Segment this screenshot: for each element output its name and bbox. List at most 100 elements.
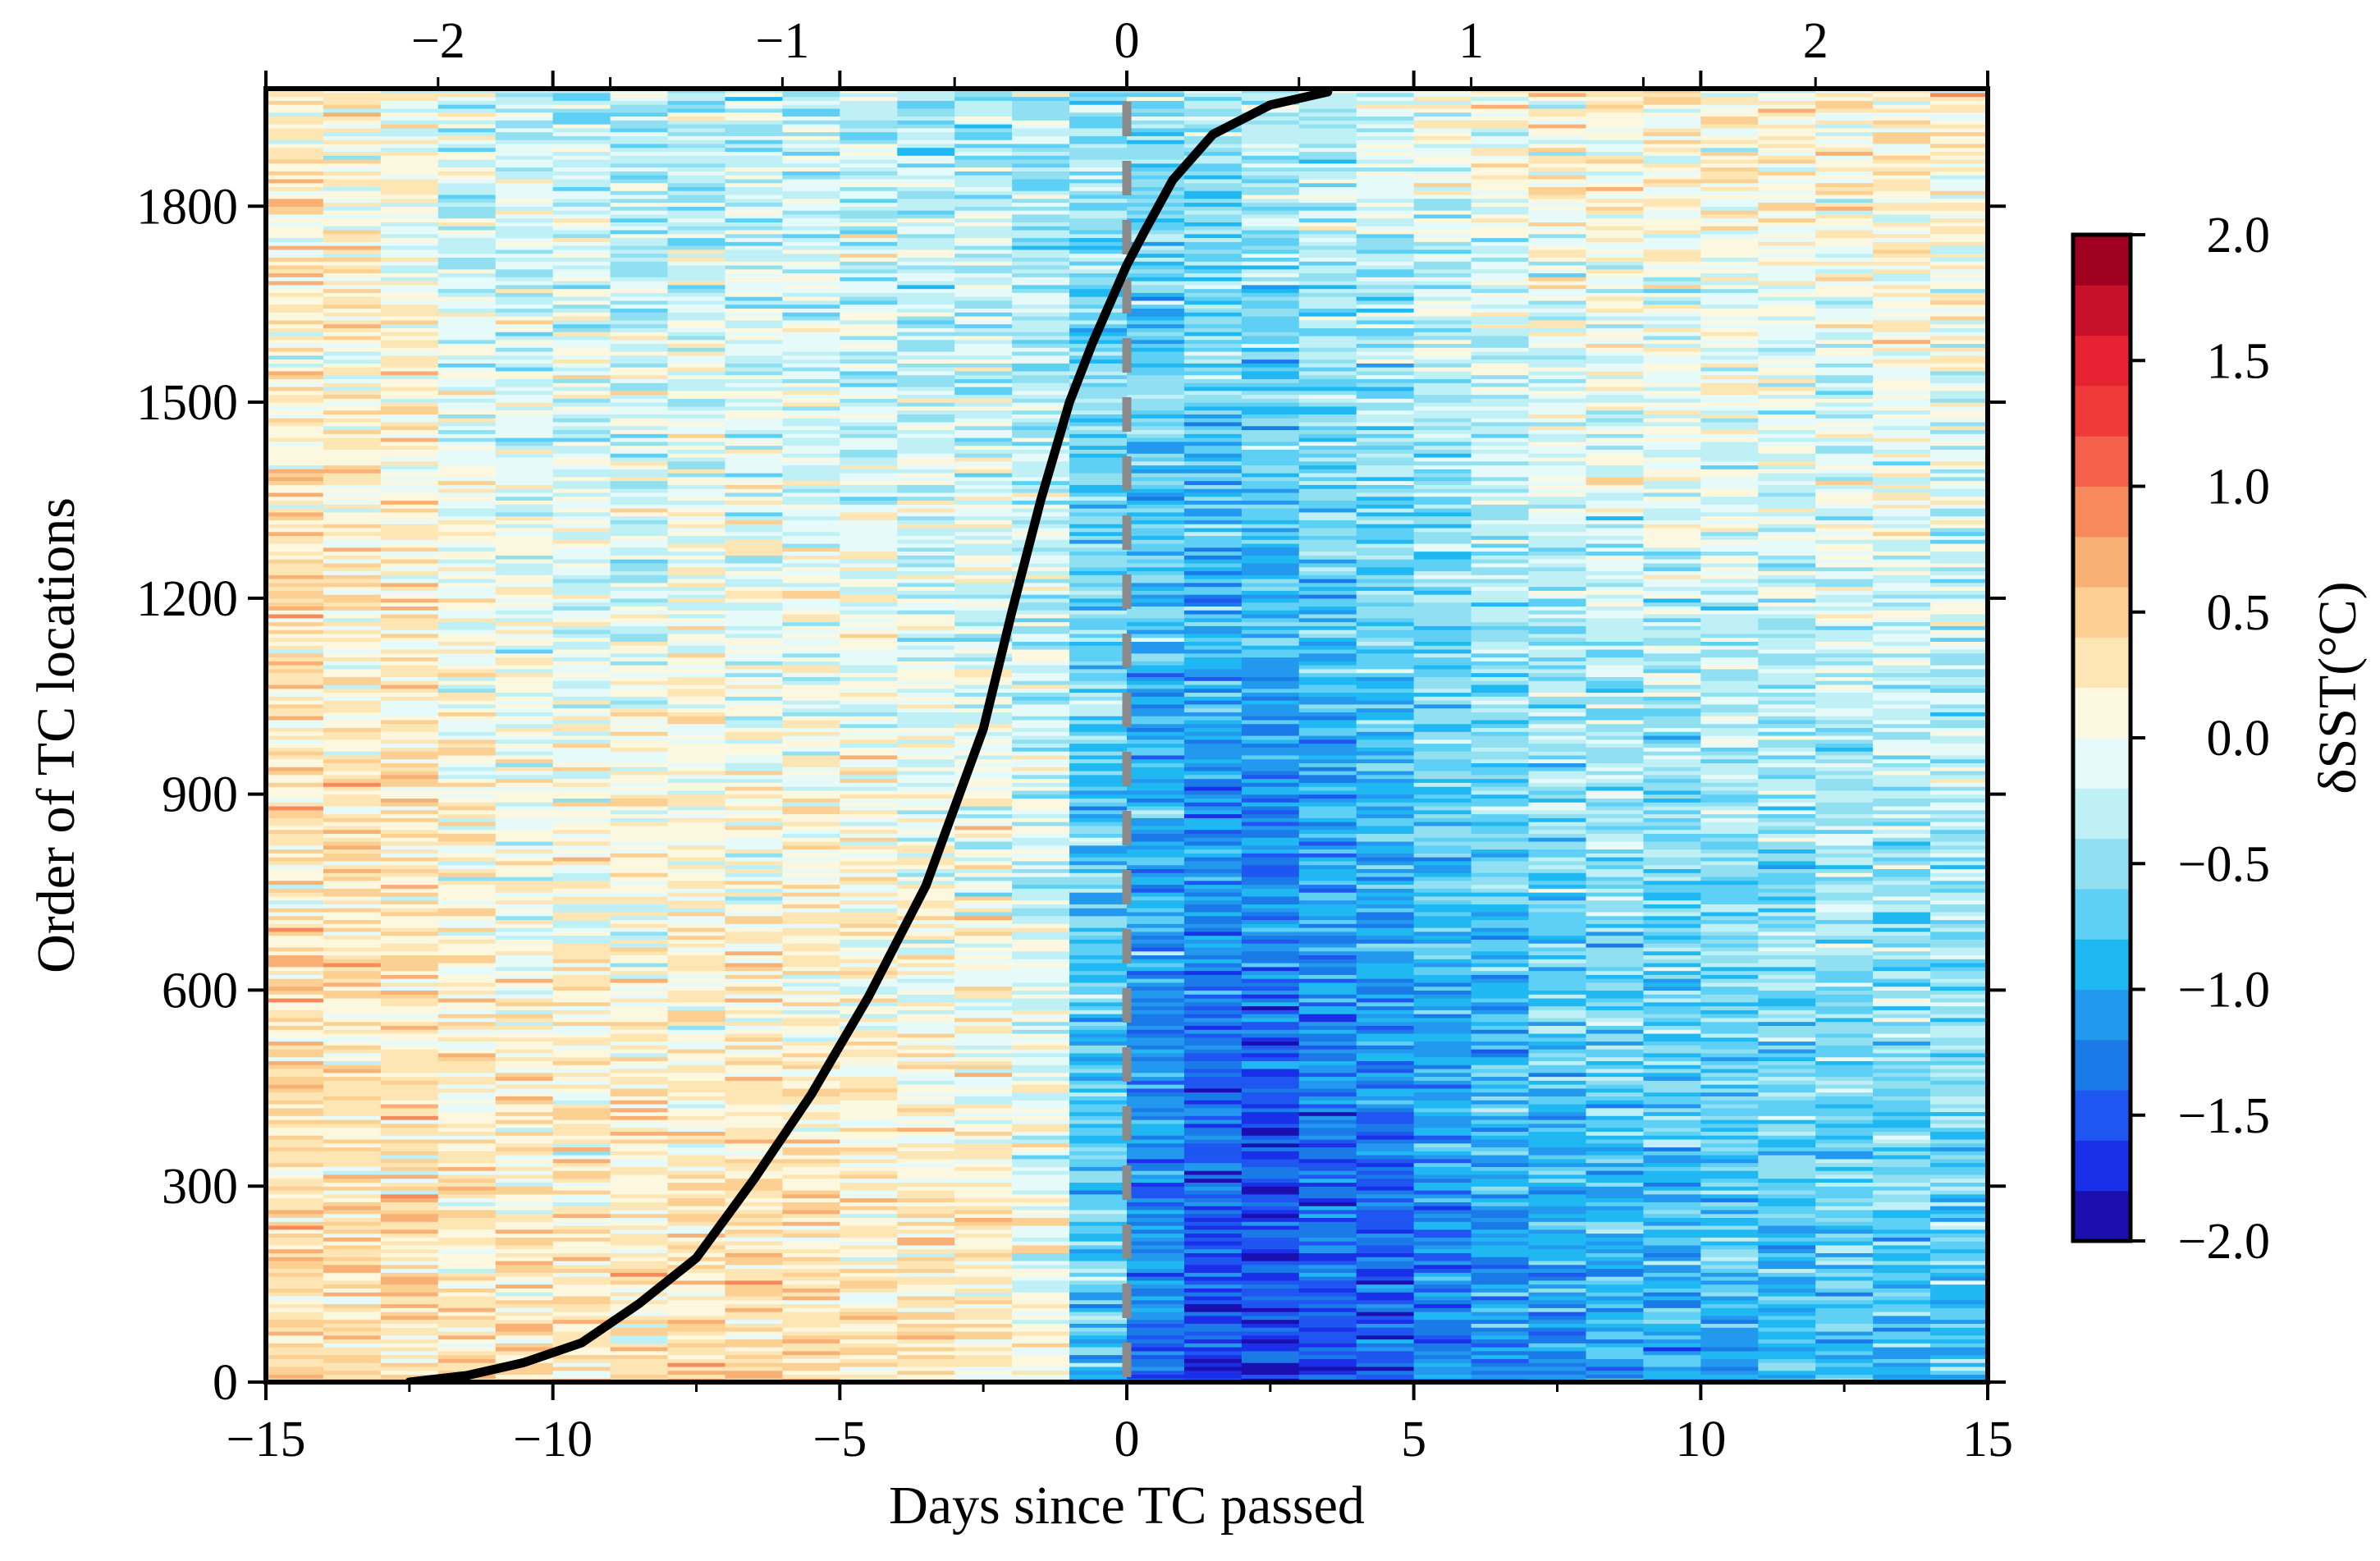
heatmap-cell — [323, 100, 382, 105]
heatmap-cell — [667, 927, 726, 932]
heatmap-cell — [552, 1330, 611, 1336]
heatmap-cell — [1012, 857, 1070, 862]
heatmap-cell — [323, 1374, 382, 1379]
heatmap-cell — [552, 355, 611, 360]
heatmap-cell — [725, 288, 783, 293]
heatmap-cell — [323, 770, 382, 776]
heatmap-cell — [782, 1107, 840, 1113]
heatmap-cell — [380, 1319, 439, 1324]
heatmap-cell — [725, 931, 783, 936]
heatmap-cell — [1012, 343, 1070, 348]
heatmap-cell — [437, 222, 497, 227]
heatmap-cell — [1012, 758, 1070, 764]
heatmap-cell — [840, 253, 898, 258]
heatmap-cell — [1069, 790, 1128, 795]
heatmap-cell — [782, 696, 840, 701]
heatmap-cell — [782, 1206, 840, 1211]
heatmap-cell — [954, 1233, 1013, 1238]
heatmap-cell — [380, 198, 439, 204]
heatmap-cell — [552, 515, 611, 520]
heatmap-cell — [840, 104, 898, 109]
heatmap-cell — [840, 754, 898, 760]
heatmap-cell — [323, 633, 382, 639]
heatmap-cell — [323, 1080, 382, 1085]
heatmap-cell — [552, 347, 611, 352]
heatmap-cell — [323, 1221, 382, 1226]
heatmap — [266, 89, 1988, 1382]
heatmap-cell — [954, 469, 1013, 474]
heatmap-cell — [323, 703, 382, 709]
heatmap-cell — [897, 414, 955, 419]
heatmap-cell — [667, 217, 726, 222]
heatmap-cell — [782, 575, 840, 579]
heatmap-cell — [266, 1197, 324, 1202]
heatmap-cell — [667, 904, 726, 909]
heatmap-cell — [897, 312, 955, 317]
heatmap-cell — [323, 253, 382, 258]
heatmap-cell — [437, 1131, 497, 1136]
heatmap-cell — [897, 158, 955, 164]
heatmap-cell — [266, 359, 324, 364]
heatmap-cell — [552, 840, 611, 846]
heatmap-cell — [266, 151, 324, 156]
heatmap-cell — [782, 531, 840, 537]
heatmap-cell — [266, 312, 324, 317]
heatmap-cell — [840, 241, 898, 246]
heatmap-cell — [954, 1347, 1013, 1352]
heatmap-cell — [552, 606, 611, 611]
heatmap-cell — [954, 840, 1013, 846]
heatmap-cell — [323, 1319, 382, 1324]
heatmap-cell — [782, 1021, 840, 1027]
heatmap-cell — [495, 332, 554, 336]
heatmap-cell — [437, 1323, 497, 1328]
heatmap-cell — [552, 268, 611, 274]
heatmap-cell — [840, 751, 898, 756]
heatmap-cell — [437, 1284, 497, 1289]
heatmap-cell — [840, 1107, 898, 1113]
heatmap-cell — [725, 770, 783, 776]
heatmap-cell — [1012, 931, 1070, 936]
heatmap-cell — [610, 492, 669, 497]
heatmap-cell — [897, 782, 955, 787]
heatmap-cell — [897, 476, 955, 482]
heatmap-cell — [323, 1049, 382, 1054]
heatmap-cell — [266, 350, 324, 356]
heatmap-cell — [380, 712, 439, 716]
heatmap-cell — [323, 198, 382, 204]
heatmap-cell — [380, 1327, 439, 1332]
heatmap-cell — [552, 876, 611, 881]
heatmap-cell — [840, 840, 898, 846]
heatmap-cell — [1012, 1041, 1070, 1046]
heatmap-cell — [610, 845, 669, 850]
heatmap-cell — [552, 374, 611, 380]
heatmap-cell — [954, 1323, 1013, 1328]
heatmap-cell — [610, 837, 669, 842]
heatmap-cell — [840, 167, 898, 172]
heatmap-cell — [266, 143, 324, 149]
heatmap-cell — [437, 1225, 497, 1230]
heatmap-cell — [380, 829, 439, 834]
heatmap-cell — [840, 1303, 898, 1308]
heatmap-cell — [610, 946, 669, 952]
heatmap-cell — [782, 1233, 840, 1238]
heatmap-cell — [954, 1037, 1013, 1042]
heatmap-cell — [437, 327, 497, 332]
heatmap-cell — [1012, 707, 1070, 712]
heatmap-cell — [1069, 868, 1128, 873]
heatmap-cell — [323, 876, 382, 881]
heatmap-cell — [380, 703, 439, 709]
heatmap-cell — [954, 1170, 1013, 1175]
heatmap-cell — [1069, 175, 1128, 180]
heatmap-cell — [954, 1330, 1013, 1336]
heatmap-cell — [323, 542, 382, 548]
heatmap-cell — [840, 1025, 898, 1030]
heatmap-cell — [323, 402, 382, 407]
heatmap-cell — [725, 1103, 783, 1109]
heatmap-cell — [323, 966, 382, 972]
heatmap-cell — [437, 1343, 497, 1348]
heatmap-cell — [725, 386, 783, 391]
heatmap-cell — [1069, 198, 1128, 204]
heatmap-cell — [437, 171, 497, 176]
heatmap-cell — [380, 668, 439, 674]
heatmap-cell — [437, 562, 497, 568]
